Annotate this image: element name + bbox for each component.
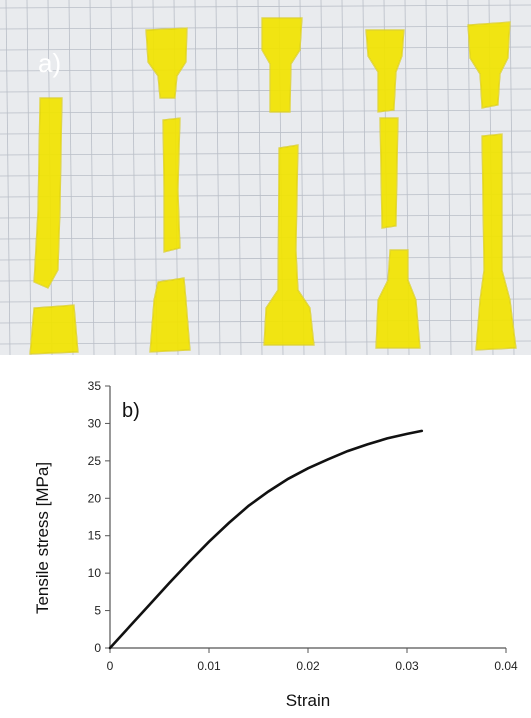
grid-line-h <box>0 4 531 9</box>
grid-line-h <box>0 277 531 282</box>
y-tick-label: 10 <box>88 566 102 580</box>
specimen-highlight <box>162 117 181 253</box>
grid-line-v <box>236 0 242 355</box>
grid-line-v <box>5 0 11 355</box>
x-tick-label: 0.02 <box>296 659 320 673</box>
specimen-highlight <box>29 304 79 355</box>
grid-line-h <box>0 214 531 219</box>
y-tick-label: 0 <box>94 641 101 655</box>
x-tick-label: 0.03 <box>395 659 419 673</box>
grid-line-h <box>0 256 531 261</box>
grid-line-h <box>0 67 531 72</box>
grid-line-v <box>89 0 95 355</box>
panel-label-a: a) <box>38 48 61 78</box>
specimen-highlight <box>149 277 191 353</box>
specimen-highlight <box>475 133 517 351</box>
y-tick-label: 30 <box>88 416 102 430</box>
x-axis-title: Strain <box>286 691 330 710</box>
grid-line-v <box>341 0 347 355</box>
grid-line-v <box>110 0 116 355</box>
chart-ticks: 0 5 10 15 20 25 30 35 0 0.01 0.02 0.03 0.04 <box>88 379 518 673</box>
specimen-piece <box>379 117 399 229</box>
y-tick-label: 20 <box>88 491 102 505</box>
specimen-piece <box>149 277 191 353</box>
grid-line-v <box>194 0 200 355</box>
specimen-piece <box>29 304 79 355</box>
y-axis-title: Tensile stress [MPa] <box>33 462 52 614</box>
specimen-highlight <box>33 97 63 289</box>
specimen-piece <box>162 117 181 253</box>
x-tick-label: 0.01 <box>197 659 221 673</box>
specimen-highlight <box>467 21 511 109</box>
graph-paper <box>0 0 531 355</box>
specimen-highlight <box>379 117 399 229</box>
grid-line-v <box>467 0 473 355</box>
specimen-highlight <box>145 27 188 99</box>
grid-line-h <box>0 130 531 135</box>
grid-line-h <box>0 172 531 177</box>
specimen-highlight <box>375 249 421 349</box>
y-tick-label: 5 <box>94 604 101 618</box>
y-tick-label: 15 <box>88 529 102 543</box>
grid-line-v <box>26 0 32 355</box>
grid-line-v <box>362 0 368 355</box>
grid-line-v <box>68 0 74 355</box>
specimen-highlight <box>263 144 315 346</box>
x-tick-label: 0 <box>107 659 114 673</box>
specimen-highlight <box>365 29 405 113</box>
panel-label-b: b) <box>122 400 140 422</box>
grid-line-v <box>257 0 263 355</box>
grid-line-v <box>215 0 221 355</box>
grid-line-h <box>0 88 531 93</box>
grid-line-h <box>0 235 531 240</box>
grid-line-v <box>446 0 452 355</box>
specimens-group <box>29 17 517 355</box>
grid-line-h <box>0 151 531 156</box>
specimen-highlight <box>261 17 303 113</box>
chart-axes <box>109 386 506 649</box>
grid-line-v <box>425 0 431 355</box>
x-tick-label: 0.04 <box>494 659 518 673</box>
specimen-photo: a) <box>0 0 531 355</box>
grid-line-v <box>299 0 305 355</box>
grid-line-v <box>320 0 326 355</box>
y-tick-label: 25 <box>88 454 102 468</box>
y-tick-label: 35 <box>88 379 102 393</box>
grid-line-h <box>0 193 531 198</box>
grid-line-v <box>509 0 515 355</box>
grid-line-h <box>0 298 531 303</box>
stress-strain-chart: 0 5 10 15 20 25 30 35 0 0.01 0.02 0.03 0.04 b) Strai… <box>33 379 518 710</box>
grid-line-h <box>0 109 531 114</box>
stress-strain-curve <box>108 429 424 650</box>
grid-line-v <box>131 0 137 355</box>
